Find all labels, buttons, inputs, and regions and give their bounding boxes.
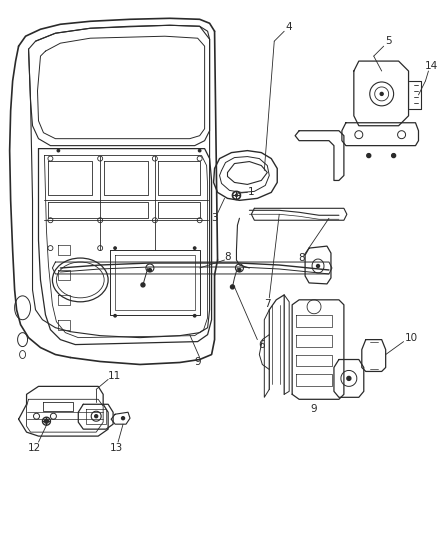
Circle shape [141,283,145,287]
Text: 4: 4 [285,22,292,33]
Text: 12: 12 [28,443,41,453]
Text: 11: 11 [107,372,120,382]
Text: 1: 1 [247,188,254,197]
Circle shape [57,149,60,152]
Text: 13: 13 [109,443,123,453]
Circle shape [391,154,395,158]
Text: 6: 6 [258,340,264,350]
Circle shape [193,247,195,249]
Circle shape [95,415,98,418]
Text: 8: 8 [224,252,230,262]
Circle shape [148,269,151,271]
Circle shape [198,149,200,152]
Circle shape [366,154,370,158]
Circle shape [316,264,319,268]
Text: 10: 10 [404,333,417,343]
Text: 14: 14 [424,61,437,71]
Circle shape [346,376,350,381]
Text: 9: 9 [194,357,201,367]
Circle shape [113,314,116,317]
Circle shape [230,285,234,289]
Circle shape [235,195,237,196]
Circle shape [121,417,124,419]
Circle shape [44,419,48,423]
Circle shape [113,247,116,249]
Text: 5: 5 [385,36,391,46]
Circle shape [237,269,240,271]
Text: 9: 9 [310,404,317,414]
Circle shape [193,314,195,317]
Circle shape [379,92,382,95]
Text: 7: 7 [263,299,270,309]
Text: 8: 8 [297,253,304,263]
Text: 3: 3 [211,213,217,223]
